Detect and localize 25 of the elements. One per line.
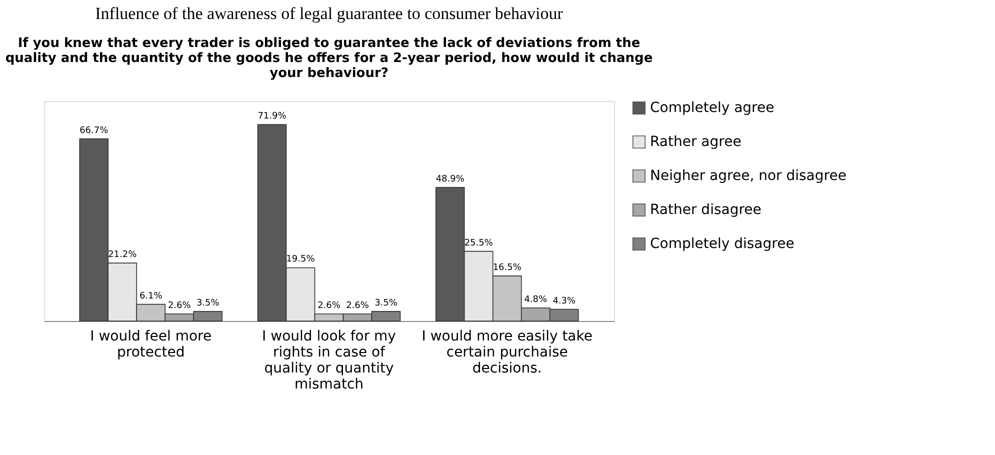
- legend-label: Rather agree: [650, 134, 742, 150]
- data-label: 21.2%: [108, 250, 138, 260]
- data-label: 2.6%: [346, 300, 370, 311]
- data-label: 2.6%: [168, 300, 192, 311]
- data-label: 66.7%: [80, 126, 109, 136]
- chart-subtitle: If you knew that every trader is obliged to guarantee the lack of deviations from the quality and the quantity of the goods he offers for a 2-year period, how would it change your behaviour?: [5, 36, 653, 81]
- legend-label: Completely agree: [650, 100, 774, 116]
- data-label: 4.3%: [552, 296, 576, 306]
- legend-label: Completely disagree: [650, 236, 794, 252]
- data-label: 3.5%: [374, 298, 398, 308]
- chart-title: Influence of the awareness of legal guarantee to consumer behaviour: [95, 4, 564, 23]
- data-label: 71.9%: [258, 112, 287, 122]
- data-label: 25.5%: [464, 238, 494, 248]
- data-label: 6.1%: [139, 291, 163, 302]
- data-label: 3.5%: [196, 298, 220, 308]
- legend-label: Neigher agree, nor disagree: [650, 168, 846, 184]
- data-label: 2.6%: [318, 300, 341, 311]
- data-label: 48.9%: [436, 174, 465, 184]
- x-tick-label: I would more easily take certain purchaise decisions.: [422, 328, 592, 376]
- x-tick-label: I would look for my rights in case of quality or quantity mismatch: [262, 328, 396, 392]
- data-label: 16.5%: [492, 262, 522, 273]
- data-label: 19.5%: [286, 254, 316, 265]
- data-label: 4.8%: [524, 294, 548, 305]
- legend-label: Rather disagree: [650, 202, 762, 218]
- x-tick-label: I would feel more protected: [90, 328, 212, 360]
